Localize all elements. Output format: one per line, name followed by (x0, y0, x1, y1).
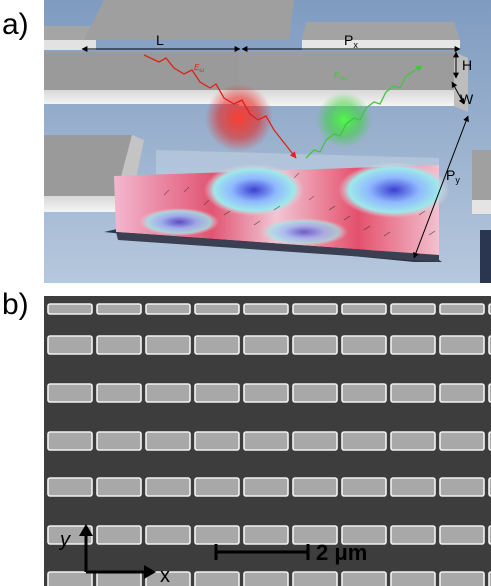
nanobar (194, 571, 240, 586)
nanobar (390, 431, 436, 451)
nanobar (194, 335, 240, 355)
svg-text:L: L (156, 32, 164, 48)
third-harmonic-beam: E3ω (305, 65, 423, 159)
nanobar (194, 477, 240, 497)
nanobar (439, 335, 485, 355)
nanobar (341, 383, 387, 403)
nanobar (96, 571, 142, 586)
nanobar (47, 571, 93, 586)
nanobar (439, 303, 485, 315)
nanobar (341, 571, 387, 586)
nanobar (243, 477, 289, 497)
nanobar (47, 431, 93, 451)
svg-text:H: H (462, 57, 472, 73)
nanobar (145, 525, 191, 545)
nanobar (390, 303, 436, 315)
nanobar (292, 335, 338, 355)
nanobar (341, 431, 387, 451)
nanobar (96, 525, 142, 545)
nanobar (243, 303, 289, 315)
nanobar (47, 477, 93, 497)
nanobar (47, 383, 93, 403)
nanobar (243, 571, 289, 586)
nanobar (292, 383, 338, 403)
dimension-L: L (81, 32, 241, 52)
nanobar (341, 335, 387, 355)
nanobar (439, 431, 485, 451)
nanobar (96, 383, 142, 403)
nanobar-array (47, 303, 491, 586)
nanobar (145, 571, 191, 586)
dimension-W: W (451, 81, 474, 107)
nanobar (96, 431, 142, 451)
nanobar (439, 525, 485, 545)
nanobar (96, 303, 142, 315)
block-back-right (302, 22, 460, 50)
dimension-Px: Px (241, 32, 461, 52)
nanobar (145, 335, 191, 355)
nanobar (292, 525, 338, 545)
nanobar (341, 477, 387, 497)
nanobar (145, 431, 191, 451)
nanobar (390, 383, 436, 403)
nanobar (96, 477, 142, 497)
sem-image: y x 2 μm (44, 296, 491, 586)
nanobar (390, 335, 436, 355)
nanobar (292, 571, 338, 586)
nanobar (439, 477, 485, 497)
scale-bar-label: 2 μm (316, 540, 367, 565)
metasurface-illustration: Eω E3ω L Px H W (44, 0, 491, 283)
block-far-right (472, 150, 491, 283)
nanobar (341, 525, 387, 545)
nanobar (47, 303, 93, 315)
nanobar (96, 335, 142, 355)
nanobar (243, 525, 289, 545)
incident-beam: Eω (143, 54, 297, 159)
nanobar (145, 303, 191, 315)
nanobar (390, 525, 436, 545)
third-harmonic-field-label: E3ω (334, 71, 348, 82)
axis-indicator: y x (58, 524, 170, 586)
block-back-center (84, 0, 294, 40)
panel-b-label: b) (2, 288, 29, 321)
nanobar (194, 431, 240, 451)
axis-y-label: y (58, 529, 71, 551)
dimension-H: H (453, 51, 472, 79)
nanobar (243, 335, 289, 355)
axis-x-label: x (160, 565, 170, 586)
block-bottom-left (44, 135, 144, 212)
svg-text:Py: Py (446, 167, 460, 185)
scale-bar: 2 μm (214, 540, 367, 565)
nanobar (292, 431, 338, 451)
block-left (44, 52, 239, 104)
svg-text:Px: Px (344, 32, 358, 50)
nanobar (194, 383, 240, 403)
nanobar (439, 383, 485, 403)
nanobar (390, 571, 436, 586)
nanobar (145, 383, 191, 403)
nanobar (390, 477, 436, 497)
incident-field-label: Eω (194, 63, 204, 74)
nanobar (341, 303, 387, 315)
panel-a-label: a) (2, 8, 29, 41)
nanobar (47, 335, 93, 355)
dimension-Py: Py (413, 115, 469, 259)
nanobar (292, 477, 338, 497)
nanobar (145, 477, 191, 497)
nanobar (194, 303, 240, 315)
nanobar (243, 383, 289, 403)
nanobar (439, 571, 485, 586)
unit-cell-field-map (104, 150, 450, 262)
nanobar (194, 525, 240, 545)
svg-text:W: W (460, 91, 474, 107)
nanobar (243, 431, 289, 451)
nanobar (292, 303, 338, 315)
